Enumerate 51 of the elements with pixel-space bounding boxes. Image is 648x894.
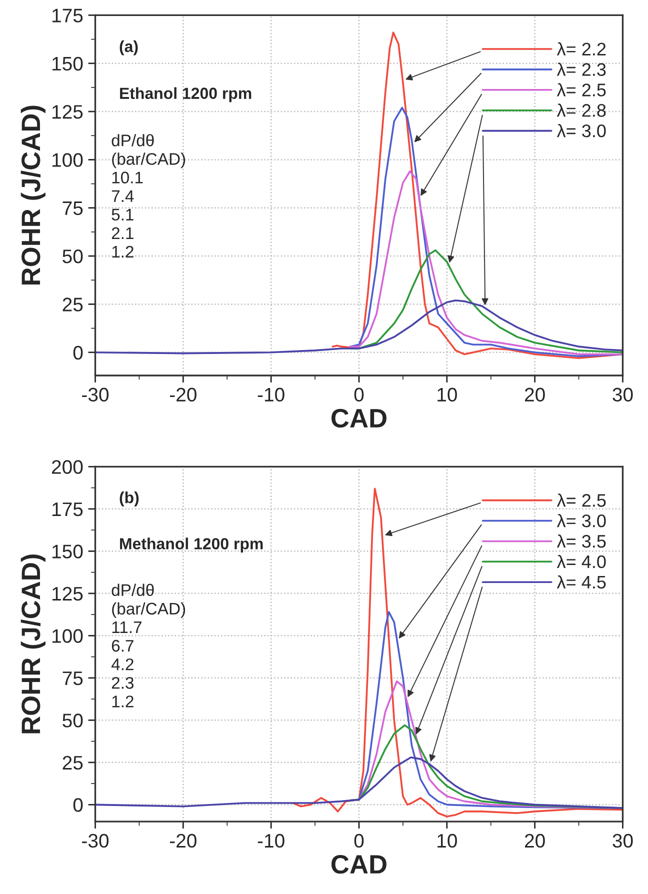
x-tick-label: 10 [438, 388, 457, 402]
annotation: dP/dθ (bar/CAD) 10.1 7.4 5.1 2.1 1.2 [112, 134, 186, 258]
legend-label: λ= 2.5 [556, 494, 606, 507]
y-tick-label: 125 [52, 105, 83, 119]
legend-label: λ= 2.3 [556, 62, 606, 76]
legend-label: λ= 3.5 [556, 534, 606, 548]
x-tick-label: -10 [258, 388, 284, 402]
y-tick-label: 150 [52, 544, 83, 558]
annotation: (b) [120, 492, 139, 506]
y-axis-title: ROHR (J/CAD) [20, 106, 46, 284]
x-tick-label: -30 [82, 388, 109, 402]
legend-label: λ= 4.5 [556, 575, 606, 589]
x-tick-label: -20 [170, 388, 196, 402]
y-tick-label: 50 [62, 714, 83, 728]
y-tick-label: 175 [52, 8, 83, 22]
x-tick-label: 0 [354, 388, 364, 402]
legend-label: λ= 2.8 [556, 104, 606, 117]
y-tick-label: 100 [52, 153, 83, 167]
y-axis-title: ROHR (J/CAD) [20, 554, 46, 734]
y-tick-label: 0 [73, 346, 83, 360]
x-axis-title: CAD [331, 408, 386, 428]
y-tick-label: 75 [62, 202, 83, 216]
y-tick-label: 0 [73, 798, 83, 812]
legend-label: λ= 4.0 [556, 554, 606, 568]
x-tick-label: 20 [524, 834, 545, 848]
y-tick-label: 150 [52, 56, 83, 71]
x-tick-label: 0 [354, 834, 364, 848]
x-tick-label: 30 [612, 388, 633, 402]
legend-label: λ= 2.5 [556, 83, 606, 96]
legend-label: λ= 3.0 [556, 514, 606, 528]
y-tick-label: 200 [52, 460, 83, 474]
y-tick-label: 75 [62, 672, 83, 686]
x-tick-label: 20 [524, 388, 545, 402]
x-tick-label: 10 [438, 834, 457, 848]
y-tick-label: 125 [52, 586, 83, 601]
x-tick-label: -20 [170, 834, 196, 848]
x-tick-label: -30 [82, 834, 109, 848]
y-tick-label: 25 [62, 298, 83, 312]
y-tick-label: 50 [62, 249, 83, 264]
annotation: dP/dθ (bar/CAD) 11.7 6.7 4.2 2.3 1.2 [111, 584, 186, 708]
legend-label: λ= 3.0 [556, 124, 606, 138]
annotation: Ethanol 1200 rpm [120, 87, 252, 102]
x-tick-label: -10 [258, 834, 284, 848]
annotation: (a) [120, 40, 138, 56]
x-tick-label: 30 [612, 834, 633, 848]
y-tick-label: 100 [52, 629, 83, 643]
y-tick-label: 25 [62, 756, 83, 770]
annotation: Methanol 1200 rpm [120, 538, 263, 553]
legend-label: λ= 2.2 [556, 42, 606, 56]
x-axis-title: CAD [331, 854, 386, 874]
y-tick-label: 175 [52, 502, 83, 516]
